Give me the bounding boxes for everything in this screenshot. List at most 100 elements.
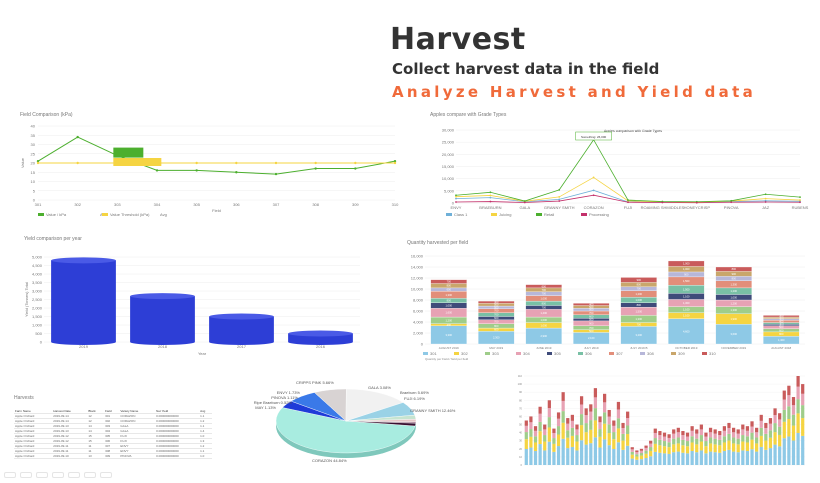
stacked-segment [644,450,648,454]
bar-cylinder-top [288,330,353,337]
data-point [730,201,733,204]
stacked-segment [690,442,694,452]
stacked-segment [607,433,611,446]
y-tick-label: 5 [33,188,36,193]
table-cell: 1.4 [199,428,212,434]
table-header-cell: Variety Name [119,409,156,414]
table-cell: 2019-09-11 [52,443,88,449]
segment-label: 1,200 [731,301,738,305]
table-cell: 1.2 [199,418,212,424]
stacked-segment [589,404,593,412]
stacked-segment [529,429,533,437]
stacked-segment [681,452,685,465]
stacked-segment [653,451,657,465]
tooltip-text: Something: 26,000 [581,135,607,139]
stacked-segment [690,436,694,443]
stacked-segment [612,432,616,440]
x-tick-label: 303 [114,202,121,207]
table-row[interactable]: Apple Orchard 2019-09-10 13 309 PINOVA 0.0000… [14,453,212,459]
table-row[interactable]: Apple Orchard 2019-09-13 14 303 GALA 0.000000… [14,423,212,429]
y-tick-label: 10 [519,455,522,459]
table-cell: 308 [104,448,120,454]
pager-button[interactable] [84,472,96,478]
data-point [195,169,198,172]
segment-label: 1,000 [731,295,738,299]
data-point [764,197,767,200]
x-tick-label: HONEYCRISP [684,205,711,210]
stacked-segment [704,453,708,465]
table-row[interactable]: Apple Orchard 2019-09-11 11 307 ENVY 0.000000… [14,443,212,449]
x-tick-label: 2016 [316,344,326,349]
stacked-segment [736,429,740,434]
stacked-segment [561,422,565,439]
stacked-segment [722,430,726,437]
segment-label: 800 [447,299,452,303]
table-row[interactable]: Apple Orchard 2019-09-13 14 304 GALA 0.000000… [14,428,212,434]
segment-label: 700 [542,305,547,309]
table-row[interactable]: Apple Orchard 2019-09-11 11 308 ENVY 0.000000… [14,448,212,454]
stacked-segment [718,452,722,465]
segment-label: 600 [494,316,499,320]
stacked-segment [741,441,745,451]
table-row[interactable]: Apple Orchard 2019-09-14 12 302 CORAZON 0.000… [14,418,212,424]
table-cell: Apple Orchard [14,413,53,419]
stacked-segment [533,436,538,443]
stacked-segment [573,303,610,306]
stacked-segment [603,393,607,403]
data-point [489,200,492,203]
bar-cylinder [130,296,195,345]
table-row[interactable]: Apple Orchard 2019-09-12 15 305 FUJI 0.000000… [14,433,212,439]
pie-label: GRANNY SMITH 12.46% [410,408,456,413]
table-row[interactable]: Apple Orchard 2019-09-12 15 306 FUJI 0.000000… [14,438,212,444]
y-axis-label: Yield (Tonnes) Total [24,282,29,317]
segment-label: 2,100 [588,336,595,340]
stacked-segment [556,412,561,419]
stacked-segment [750,449,754,465]
stacked-segment [575,424,579,430]
stacked-segment [764,422,768,428]
stacked-segment [584,408,588,416]
table-cell: Apple Orchard [14,448,53,454]
pager-button[interactable] [20,472,32,478]
stacked-segment [607,409,611,417]
stacked-segment [667,447,671,454]
stacked-segment [672,438,676,445]
stacked-segment [570,446,574,465]
x-axis-label: Year [198,351,207,356]
stacked-segment [796,386,800,400]
pager-button[interactable] [52,472,64,478]
x-tick-label: 309 [352,202,359,207]
stacked-segment [566,448,570,465]
pager-button[interactable] [36,472,48,478]
stacked-segment [552,438,556,444]
stacked-segment [547,427,551,442]
stacked-segment [635,456,639,460]
segment-label: 3,200 [636,333,643,337]
y-tick-label: 1,500 [32,314,43,319]
stacked-segment [667,437,671,443]
data-point [489,196,492,199]
pager-button[interactable] [4,472,16,478]
stacked-segment [796,376,800,387]
x-tick-label: AUGUST 2018 [771,346,791,350]
stacked-segment [676,427,680,433]
y-tick-label: 50 [519,423,522,427]
legend-label: Avg [160,212,167,217]
stacked-segment [695,452,699,465]
stacked-segment [699,450,703,465]
y-tick-label: 4,000 [413,320,424,325]
table-cell: 1.1 [199,423,212,429]
stacked-segment [533,442,538,452]
segment-label: 700 [589,311,594,315]
y-tick-label: 110 [518,374,523,378]
table-cell: Apple Orchard [14,433,53,439]
pager-button[interactable] [68,472,80,478]
stacked-segment [768,437,773,449]
table-row[interactable]: Apple Orchard 2019-09-14 12 301 CORAZON 0.000… [14,413,212,419]
stacked-segment [593,408,598,421]
pager-button[interactable] [100,472,112,478]
x-tick-label: ROAMING SHMIDDLES [641,205,685,210]
y-tick-label: 5,000 [32,255,43,260]
stacked-fields-chart: 0 2,000 4,000 6,000 8,000 10,000 12,000 14,000 1… [411,254,805,361]
y-tick-label: 30,000 [442,128,455,133]
